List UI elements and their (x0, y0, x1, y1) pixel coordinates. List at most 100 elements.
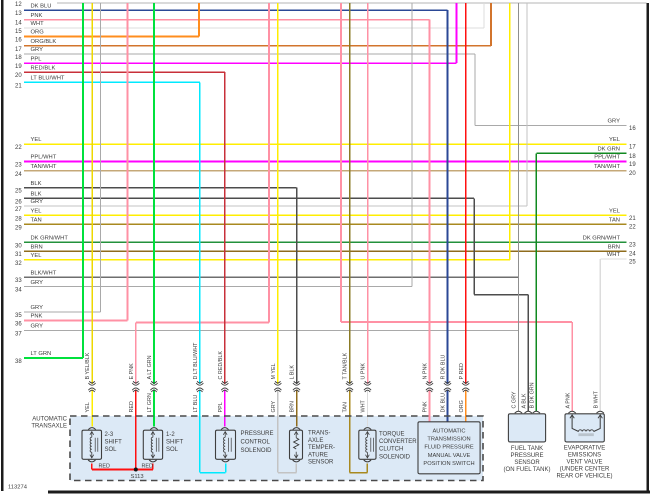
svg-text:22: 22 (629, 225, 636, 231)
svg-text:SOLENOID: SOLENOID (241, 448, 273, 454)
svg-text:BRN: BRN (31, 244, 43, 250)
svg-text:PPL: PPL (31, 56, 43, 62)
svg-text:A PNK: A PNK (565, 392, 571, 408)
svg-text:MANUAL VALVE: MANUAL VALVE (428, 453, 471, 459)
svg-text:PNK: PNK (423, 401, 429, 412)
svg-text:DK BLU: DK BLU (31, 3, 52, 9)
svg-text:T TAN/BLK: T TAN/BLK (343, 352, 349, 379)
svg-text:TRANSMISSION: TRANSMISSION (427, 437, 470, 443)
svg-text:13: 13 (15, 11, 22, 17)
svg-text:EMISSIONS: EMISSIONS (568, 453, 601, 459)
svg-text:C GRY: C GRY (512, 391, 518, 408)
svg-text:D LT BLU/WHT: D LT BLU/WHT (193, 342, 199, 380)
svg-text:LT BLU/WHT: LT BLU/WHT (31, 76, 65, 82)
svg-text:LT GRN: LT GRN (31, 351, 52, 357)
svg-text:L BLK: L BLK (290, 365, 296, 380)
svg-text:12: 12 (15, 2, 22, 8)
svg-text:BRN: BRN (290, 401, 296, 412)
svg-text:15: 15 (15, 29, 22, 35)
svg-text:DK BLU: DK BLU (441, 393, 447, 413)
svg-text:18: 18 (15, 55, 22, 61)
svg-text:BLK: BLK (31, 181, 42, 187)
svg-text:PPL: PPL (218, 402, 224, 412)
svg-text:PRESSURE: PRESSURE (241, 431, 274, 437)
svg-text:38: 38 (15, 359, 22, 365)
svg-text:ORG: ORG (459, 400, 465, 412)
svg-text:17: 17 (629, 144, 636, 150)
svg-text:RED/BLK: RED/BLK (31, 65, 56, 71)
svg-text:B DK GRN: B DK GRN (530, 382, 536, 408)
svg-text:24: 24 (629, 252, 636, 258)
svg-text:25: 25 (629, 259, 636, 265)
svg-text:WHT: WHT (607, 252, 621, 258)
svg-text:32: 32 (15, 261, 22, 267)
svg-text:RED: RED (99, 464, 110, 470)
svg-text:CONTROL: CONTROL (241, 440, 271, 446)
svg-text:BRN: BRN (608, 244, 620, 250)
svg-text:113274: 113274 (8, 485, 28, 491)
svg-text:PPL/WHT: PPL/WHT (31, 155, 57, 161)
svg-text:WHT: WHT (31, 21, 45, 27)
svg-text:M YEL: M YEL (271, 363, 277, 379)
svg-text:19: 19 (15, 64, 22, 70)
svg-text:FUEL TANK: FUEL TANK (511, 446, 543, 452)
svg-text:YEL: YEL (609, 209, 621, 215)
svg-text:14: 14 (15, 21, 22, 27)
svg-text:E PNK: E PNK (129, 363, 135, 380)
svg-text:SHIFT: SHIFT (105, 439, 123, 445)
svg-text:TAN: TAN (343, 402, 349, 412)
svg-text:AUTOMATIC: AUTOMATIC (433, 429, 466, 435)
svg-text:ORG/BLK: ORG/BLK (31, 39, 57, 45)
svg-text:SHIFT: SHIFT (166, 439, 184, 445)
svg-text:B WHT: B WHT (594, 390, 600, 408)
svg-text:P RED: P RED (459, 363, 465, 379)
svg-text:RED: RED (129, 401, 135, 412)
svg-text:SOLENOID: SOLENOID (379, 454, 411, 460)
svg-text:34: 34 (15, 288, 22, 294)
svg-text:PNK: PNK (31, 314, 43, 320)
svg-text:28: 28 (15, 216, 22, 222)
svg-text:TRANS-: TRANS- (308, 431, 330, 437)
svg-text:19: 19 (629, 162, 636, 168)
svg-text:GRY: GRY (608, 119, 621, 125)
svg-text:YEL: YEL (85, 402, 91, 412)
svg-text:A LT GRN: A LT GRN (147, 355, 153, 379)
svg-text:TRANSAXLE: TRANSAXLE (31, 423, 67, 429)
svg-text:LT GRN: LT GRN (147, 393, 153, 412)
svg-text:SENSOR: SENSOR (514, 460, 540, 466)
svg-text:PRESSURE: PRESSURE (510, 453, 543, 459)
svg-text:U PNK: U PNK (361, 363, 367, 380)
svg-text:S113: S113 (131, 474, 144, 480)
svg-text:35: 35 (15, 313, 22, 319)
svg-text:TAN: TAN (609, 218, 620, 224)
svg-text:37: 37 (15, 332, 22, 338)
svg-text:A BLK: A BLK (521, 393, 527, 408)
svg-text:SOL: SOL (105, 447, 118, 453)
svg-text:20: 20 (15, 73, 22, 79)
svg-text:21: 21 (629, 216, 636, 222)
svg-text:(ON FUEL TANK): (ON FUEL TANK) (504, 467, 551, 473)
svg-text:POSITION SWITCH: POSITION SWITCH (423, 461, 474, 467)
svg-text:GRY: GRY (271, 401, 277, 413)
svg-text:23: 23 (629, 243, 636, 249)
svg-text:24: 24 (15, 172, 22, 178)
svg-text:TAN/WHT: TAN/WHT (31, 164, 57, 170)
svg-text:16: 16 (15, 38, 22, 44)
svg-text:TEMPER-: TEMPER- (308, 445, 335, 451)
svg-text:21: 21 (15, 83, 22, 89)
svg-text:29: 29 (15, 225, 22, 231)
svg-text:DK GRN/WHT: DK GRN/WHT (31, 236, 69, 242)
svg-text:18: 18 (629, 154, 636, 160)
svg-text:31: 31 (15, 252, 22, 258)
svg-text:YEL: YEL (31, 209, 43, 215)
svg-text:YEL: YEL (31, 253, 43, 259)
svg-text:33: 33 (15, 278, 22, 284)
svg-text:PPL/WHT: PPL/WHT (594, 155, 620, 161)
svg-text:ATURE: ATURE (308, 452, 328, 458)
svg-text:DK GRN: DK GRN (597, 147, 620, 153)
svg-text:PNK: PNK (31, 13, 43, 19)
svg-text:20: 20 (629, 171, 636, 177)
svg-text:GRY: GRY (31, 280, 44, 286)
svg-text:22: 22 (15, 145, 22, 151)
svg-text:WHT: WHT (361, 400, 367, 413)
